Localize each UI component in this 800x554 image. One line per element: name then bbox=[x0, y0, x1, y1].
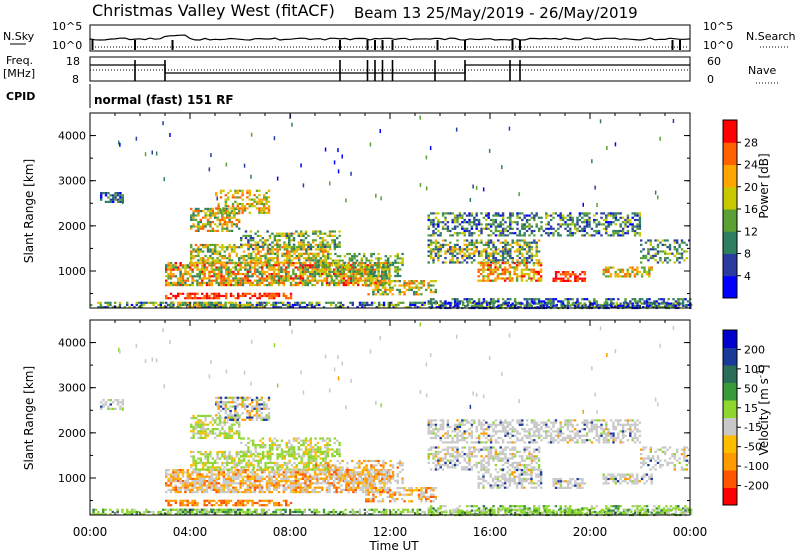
power-cbar-tick: 20 bbox=[744, 181, 758, 194]
ytick-label: 2000 bbox=[58, 427, 86, 440]
xtick-label: 08:00 bbox=[273, 525, 308, 539]
noise-tick-high-right: 10^5 bbox=[703, 20, 733, 33]
noise-panel: N.Sky 10^5 10^0 10^5 10^0 N.Search bbox=[3, 20, 796, 52]
velocity-colorbar: 200 100 50 15 -15 -50 -100 -200 bbox=[722, 329, 769, 506]
velocity-heatmap bbox=[90, 321, 693, 517]
power-cbar-tick: 28 bbox=[744, 136, 758, 149]
xtick-label: 12:00 bbox=[373, 525, 408, 539]
velocity-cbar-tick: 15 bbox=[744, 402, 758, 415]
velocity-panel: 4000 3000 2000 1000 Slant Range [km] 200 100… bbox=[22, 319, 771, 517]
xtick-label: 00:00 bbox=[673, 525, 708, 539]
nave-tick-high: 60 bbox=[707, 55, 721, 68]
nave-label: Nave bbox=[748, 64, 776, 77]
power-ylabel: Slant Range [km] bbox=[22, 159, 36, 263]
cpid-label: CPID bbox=[6, 90, 35, 103]
ytick-label: 3000 bbox=[58, 382, 86, 395]
ytick-label: 3000 bbox=[58, 175, 86, 188]
ytick-label: 1000 bbox=[58, 472, 86, 485]
power-colorbar-label: Power [dB] bbox=[757, 153, 771, 218]
chart-title: Christmas Valley West (fitACF) bbox=[92, 1, 335, 20]
velocity-axes: 4000 3000 2000 1000 bbox=[58, 320, 691, 515]
ytick-label: 4000 bbox=[58, 337, 86, 350]
noise-tick-high-left: 10^5 bbox=[52, 20, 82, 33]
ytick-label: 1000 bbox=[58, 265, 86, 278]
time-axis: 00:00 04:00 08:00 12:00 16:00 20:00 00:00 bbox=[73, 525, 708, 539]
noise-sky-line bbox=[89, 34, 691, 41]
noise-tick-low-left: 10^0 bbox=[52, 39, 82, 52]
velocity-cbar-tick: -50 bbox=[744, 441, 762, 454]
velocity-cbar-tick: -100 bbox=[744, 460, 769, 473]
freq-tick-low: 8 bbox=[72, 73, 79, 86]
power-colorbar: 28 24 20 16 12 8 4 bbox=[722, 119, 758, 299]
power-cbar-tick: 4 bbox=[744, 270, 751, 283]
power-cbar-tick: 24 bbox=[744, 159, 758, 172]
velocity-cbar-tick: 50 bbox=[744, 382, 758, 395]
nsky-label: N.Sky bbox=[3, 30, 35, 43]
velocity-cbar-tick: -15 bbox=[744, 421, 762, 434]
ytick-label: 2000 bbox=[58, 220, 86, 233]
velocity-cbar-tick: 200 bbox=[744, 343, 765, 356]
power-cbar-tick: 8 bbox=[744, 248, 751, 261]
freq-unit: [MHz] bbox=[3, 67, 35, 80]
cpid-value: normal (fast) 151 RF bbox=[94, 93, 234, 107]
xtick-label: 20:00 bbox=[573, 525, 608, 539]
power-panel: 4000 3000 2000 1000 Slant Range [km] 28 24 20… bbox=[22, 112, 771, 310]
xtick-label: 04:00 bbox=[173, 525, 208, 539]
power-cbar-tick: 12 bbox=[744, 225, 758, 238]
freq-panel: Freq. [MHz] 18 8 60 0 Nave bbox=[3, 54, 778, 86]
noise-tick-low-right: 10^0 bbox=[703, 39, 733, 52]
freq-spikes bbox=[134, 60, 521, 81]
nave-tick-low: 0 bbox=[707, 73, 714, 86]
velocity-colorbar-label: Velocity [m s-1] bbox=[756, 365, 771, 456]
velocity-cbar-tick: 100 bbox=[744, 363, 765, 376]
xlabel: Time UT bbox=[368, 539, 419, 553]
velocity-cbar-tick: -200 bbox=[744, 480, 769, 493]
noise-spikes bbox=[91, 40, 681, 50]
velocity-ylabel: Slant Range [km] bbox=[22, 366, 36, 470]
power-axes: 4000 3000 2000 1000 bbox=[58, 113, 691, 308]
freq-line bbox=[90, 64, 690, 74]
beam-date-label: Beam 13 25/May/2019 - 26/May/2019 bbox=[354, 4, 638, 22]
freq-label: Freq. bbox=[6, 54, 33, 67]
freq-tick-high: 18 bbox=[66, 55, 80, 68]
xtick-label: 16:00 bbox=[473, 525, 508, 539]
nsearch-label: N.Search bbox=[746, 30, 796, 43]
xtick-label: 00:00 bbox=[73, 525, 108, 539]
power-cbar-tick: 16 bbox=[744, 203, 758, 216]
power-heatmap bbox=[90, 114, 693, 310]
ytick-label: 4000 bbox=[58, 130, 86, 143]
